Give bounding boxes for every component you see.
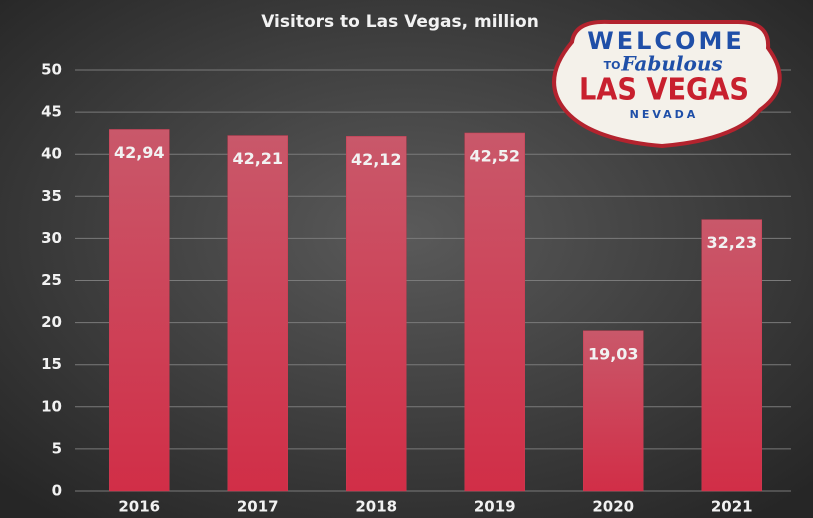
sign-body [552,19,782,149]
y-tick-label: 10 [41,397,62,415]
sign-las-vegas: LAS VEGAS [579,73,749,108]
x-tick-label: 2018 [355,498,397,516]
bar [464,132,525,492]
chart-title: Visitors to Las Vegas, million [261,12,539,32]
y-tick-label: 35 [41,187,62,205]
bar [346,136,407,492]
bar [227,135,288,492]
value-label: 42,94 [114,143,165,162]
x-tick-label: 2021 [711,498,753,516]
y-tick-label: 30 [41,229,62,247]
value-label: 42,21 [232,149,283,168]
value-label: 32,23 [706,233,757,252]
value-label: 19,03 [588,344,639,363]
bar [109,129,170,492]
sign-welcome: WELCOME [587,27,744,55]
bar [583,330,644,492]
value-label: 42,12 [351,150,402,169]
y-tick-label: 40 [41,145,62,163]
sign-fabulous: Fabulous [620,52,722,76]
y-tick-label: 50 [41,61,62,79]
y-tick-label: 25 [41,271,62,289]
x-tick-label: 2019 [474,498,516,516]
y-tick-label: 45 [41,103,62,121]
x-tick-label: 2016 [118,498,160,516]
sign-to: TO [604,59,621,72]
y-tick-label: 5 [52,439,62,457]
x-tick-label: 2017 [237,498,279,516]
x-tick-label: 2020 [592,498,634,516]
y-tick-label: 0 [52,482,62,500]
las-vegas-sign: WELCOME TO Fabulous LAS VEGAS NEVADA [552,19,782,149]
sign-nevada: NEVADA [630,108,699,121]
y-tick-label: 20 [41,313,62,331]
bar [701,219,762,492]
plot-area: 0 5 10 15 20 25 30 35 40 45 50 2016 42,94 2017 42,21 20… [41,61,791,516]
value-label: 42,52 [469,146,520,165]
y-tick-label: 15 [41,355,62,373]
